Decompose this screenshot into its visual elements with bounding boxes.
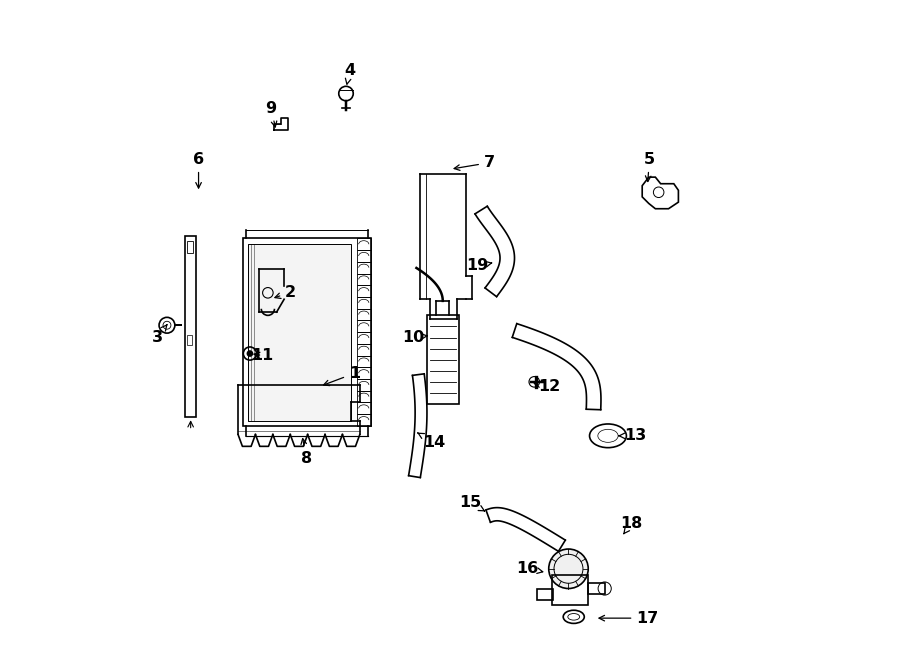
Bar <box>356 297 371 309</box>
Bar <box>356 414 371 426</box>
Bar <box>187 241 193 253</box>
Text: 14: 14 <box>418 433 446 450</box>
Text: 18: 18 <box>620 516 643 534</box>
Bar <box>356 356 371 368</box>
Text: 10: 10 <box>402 330 428 344</box>
Bar <box>356 321 371 332</box>
Text: 15: 15 <box>459 496 484 511</box>
Circle shape <box>248 351 253 356</box>
Text: 1: 1 <box>324 366 360 385</box>
Bar <box>356 379 371 391</box>
Text: 6: 6 <box>193 152 204 188</box>
Bar <box>356 274 371 286</box>
Text: 9: 9 <box>266 100 277 127</box>
Bar <box>356 403 371 414</box>
Text: 12: 12 <box>535 379 561 394</box>
Bar <box>537 588 554 600</box>
Bar <box>356 262 371 274</box>
Bar <box>552 575 589 605</box>
Bar <box>187 335 192 345</box>
Bar <box>185 237 196 417</box>
Text: 13: 13 <box>618 428 647 444</box>
Bar <box>356 344 371 356</box>
Bar <box>243 239 371 426</box>
Bar <box>427 315 459 405</box>
Bar <box>356 309 371 321</box>
Bar <box>248 244 351 420</box>
Circle shape <box>549 549 589 588</box>
Text: 11: 11 <box>251 348 274 363</box>
Bar <box>356 332 371 344</box>
Text: 19: 19 <box>466 258 491 274</box>
Bar <box>356 368 371 379</box>
Text: 8: 8 <box>301 439 312 467</box>
Text: 2: 2 <box>274 285 296 300</box>
Text: 16: 16 <box>517 561 543 576</box>
Text: 17: 17 <box>599 611 659 626</box>
Text: 7: 7 <box>454 155 495 171</box>
Text: 5: 5 <box>644 152 655 182</box>
Text: 4: 4 <box>345 63 356 84</box>
Bar <box>356 250 371 262</box>
Bar <box>589 583 605 594</box>
Bar <box>356 391 371 403</box>
Text: 3: 3 <box>151 325 167 344</box>
Bar <box>356 239 371 250</box>
Bar <box>356 286 371 297</box>
